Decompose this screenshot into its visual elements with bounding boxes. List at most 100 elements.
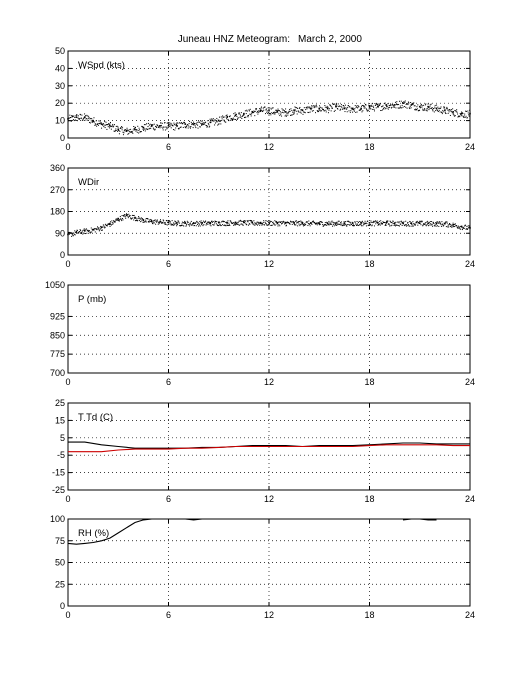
scatter-dot bbox=[296, 113, 298, 115]
scatter-dot bbox=[425, 225, 427, 227]
scatter-dot bbox=[330, 223, 332, 225]
scatter-dot bbox=[388, 223, 390, 225]
panel-label: T Td (C) bbox=[78, 412, 113, 423]
scatter-dot bbox=[70, 117, 72, 119]
scatter-dot bbox=[401, 107, 403, 109]
scatter-dot bbox=[360, 223, 362, 225]
scatter-dot bbox=[161, 122, 163, 124]
scatter-dot bbox=[300, 220, 302, 222]
scatter-dot bbox=[308, 112, 310, 114]
scatter-dot bbox=[110, 128, 112, 130]
scatter-dot bbox=[415, 108, 417, 110]
scatter-dot bbox=[83, 118, 85, 120]
scatter-dot bbox=[201, 124, 203, 126]
scatter-dot bbox=[116, 129, 118, 131]
scatter-dot bbox=[122, 214, 124, 216]
scatter-dot bbox=[410, 107, 412, 109]
scatter-dot bbox=[400, 100, 402, 102]
scatter-dot bbox=[457, 227, 459, 229]
scatter-dot bbox=[69, 231, 71, 233]
scatter-dot bbox=[309, 223, 311, 225]
scatter-dot bbox=[357, 104, 359, 106]
data-point bbox=[293, 222, 295, 224]
scatter-dot bbox=[345, 224, 347, 226]
scatter-dot bbox=[93, 229, 95, 231]
scatter-dot bbox=[427, 220, 429, 222]
scatter-dot bbox=[415, 221, 417, 223]
scatter-dot bbox=[100, 122, 102, 124]
scatter-dot bbox=[294, 109, 296, 111]
scatter-dot bbox=[231, 118, 233, 120]
y-tick-label: 700 bbox=[50, 368, 65, 378]
scatter-dot bbox=[312, 105, 314, 107]
data-point bbox=[134, 128, 136, 131]
data-point bbox=[192, 123, 195, 125]
scatter-dot bbox=[408, 225, 410, 227]
scatter-dot bbox=[96, 125, 98, 127]
scatter-dot bbox=[80, 231, 82, 233]
scatter-dot bbox=[446, 106, 448, 108]
scatter-dot bbox=[195, 222, 197, 224]
scatter-dot bbox=[448, 224, 450, 226]
scatter-dot bbox=[242, 224, 244, 226]
scatter-dot bbox=[112, 126, 114, 128]
scatter-dot bbox=[398, 225, 400, 227]
scatter-dot bbox=[368, 108, 370, 110]
scatter-dot bbox=[342, 108, 344, 110]
scatter-dot bbox=[236, 222, 238, 224]
scatter-dot bbox=[383, 103, 385, 105]
scatter-dot bbox=[235, 223, 237, 225]
scatter-dot bbox=[268, 224, 270, 226]
scatter-dot bbox=[306, 221, 308, 223]
scatter-dot bbox=[384, 224, 386, 226]
scatter-dot bbox=[422, 224, 424, 226]
scatter-dot bbox=[311, 223, 313, 225]
scatter-dot bbox=[158, 126, 160, 128]
scatter-dot bbox=[206, 221, 208, 223]
scatter-dot bbox=[405, 220, 407, 222]
scatter-dot bbox=[176, 225, 178, 227]
scatter-dot bbox=[420, 104, 422, 106]
scatter-dot bbox=[99, 120, 101, 122]
scatter-dot bbox=[379, 103, 381, 105]
scatter-dot bbox=[416, 220, 418, 222]
scatter-dot bbox=[288, 110, 290, 112]
scatter-dot bbox=[300, 109, 302, 111]
scatter-dot bbox=[386, 221, 388, 223]
scatter-dot bbox=[170, 122, 172, 124]
scatter-dot bbox=[248, 114, 250, 116]
scatter-dot bbox=[463, 116, 465, 118]
scatter-dot bbox=[123, 214, 125, 216]
scatter-dot bbox=[435, 107, 437, 109]
scatter-dot bbox=[254, 110, 256, 112]
scatter-dot bbox=[140, 218, 142, 220]
scatter-dot bbox=[356, 224, 358, 226]
x-tick-label: 6 bbox=[166, 142, 171, 152]
scatter-dot bbox=[126, 129, 128, 131]
scatter-dot bbox=[416, 106, 418, 108]
scatter-dot bbox=[82, 233, 84, 235]
scatter-dot bbox=[375, 104, 377, 106]
scatter-dot bbox=[387, 103, 389, 105]
scatter-dot bbox=[190, 126, 192, 128]
scatter-dot bbox=[319, 106, 321, 108]
scatter-dot bbox=[157, 221, 159, 223]
scatter-dot bbox=[303, 111, 305, 113]
scatter-dot bbox=[443, 107, 445, 109]
scatter-dot bbox=[189, 126, 191, 128]
scatter-dot bbox=[77, 232, 79, 234]
scatter-dot bbox=[374, 104, 376, 106]
scatter-dot bbox=[274, 112, 276, 114]
scatter-dot bbox=[299, 106, 301, 108]
scatter-dot bbox=[141, 217, 143, 219]
scatter-dot bbox=[265, 220, 267, 222]
scatter-dot bbox=[356, 220, 358, 222]
x-tick-label: 18 bbox=[364, 610, 374, 620]
scatter-dot bbox=[105, 124, 107, 126]
scatter-dot bbox=[454, 223, 456, 225]
scatter-dot bbox=[434, 106, 436, 108]
scatter-dot bbox=[313, 105, 315, 107]
scatter-dot bbox=[286, 112, 288, 114]
data-point bbox=[402, 222, 404, 224]
scatter-dot bbox=[449, 223, 451, 225]
